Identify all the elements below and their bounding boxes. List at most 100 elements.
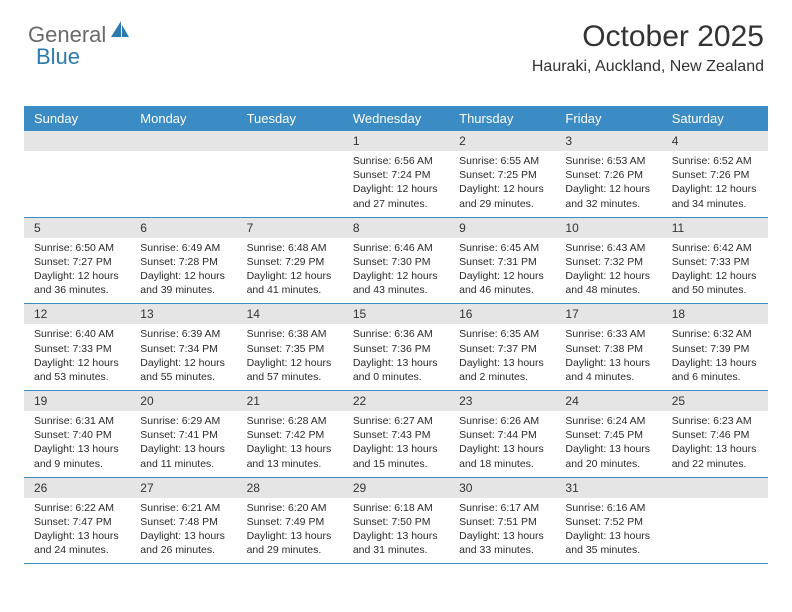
day-number: 21	[237, 391, 343, 411]
day-line: Sunset: 7:37 PM	[459, 342, 545, 356]
day-line: Daylight: 12 hours	[459, 182, 545, 196]
day-line: Daylight: 12 hours	[672, 182, 758, 196]
day-number: 26	[24, 478, 130, 498]
day-line: Daylight: 13 hours	[353, 529, 439, 543]
day-line: and 4 minutes.	[565, 370, 651, 384]
day-body	[237, 151, 343, 160]
day-cell	[237, 131, 343, 217]
day-line: and 18 minutes.	[459, 457, 545, 471]
day-cell: 13Sunrise: 6:39 AMSunset: 7:34 PMDayligh…	[130, 304, 236, 390]
day-cell: 2Sunrise: 6:55 AMSunset: 7:25 PMDaylight…	[449, 131, 555, 217]
day-cell	[130, 131, 236, 217]
day-number: 23	[449, 391, 555, 411]
day-line: Daylight: 13 hours	[565, 529, 651, 543]
day-line: Sunrise: 6:18 AM	[353, 501, 439, 515]
day-body: Sunrise: 6:22 AMSunset: 7:47 PMDaylight:…	[24, 498, 130, 564]
logo-sail-icon	[109, 19, 131, 39]
day-cell: 24Sunrise: 6:24 AMSunset: 7:45 PMDayligh…	[555, 391, 661, 477]
day-line: Sunrise: 6:55 AM	[459, 154, 545, 168]
day-number	[24, 131, 130, 151]
day-line: Sunset: 7:52 PM	[565, 515, 651, 529]
day-line: Daylight: 12 hours	[672, 269, 758, 283]
day-cell: 14Sunrise: 6:38 AMSunset: 7:35 PMDayligh…	[237, 304, 343, 390]
day-body	[662, 498, 768, 507]
day-line: Sunset: 7:42 PM	[247, 428, 333, 442]
day-body: Sunrise: 6:55 AMSunset: 7:25 PMDaylight:…	[449, 151, 555, 217]
day-line: Sunset: 7:50 PM	[353, 515, 439, 529]
day-line: Sunset: 7:29 PM	[247, 255, 333, 269]
day-cell: 23Sunrise: 6:26 AMSunset: 7:44 PMDayligh…	[449, 391, 555, 477]
day-line: Sunset: 7:46 PM	[672, 428, 758, 442]
day-line: Sunrise: 6:39 AM	[140, 327, 226, 341]
day-number: 20	[130, 391, 236, 411]
day-line: Sunset: 7:26 PM	[565, 168, 651, 182]
day-body: Sunrise: 6:39 AMSunset: 7:34 PMDaylight:…	[130, 324, 236, 390]
day-line: Sunset: 7:33 PM	[34, 342, 120, 356]
day-number	[662, 478, 768, 498]
day-line: and 39 minutes.	[140, 283, 226, 297]
day-cell: 12Sunrise: 6:40 AMSunset: 7:33 PMDayligh…	[24, 304, 130, 390]
day-cell: 21Sunrise: 6:28 AMSunset: 7:42 PMDayligh…	[237, 391, 343, 477]
day-line: and 20 minutes.	[565, 457, 651, 471]
day-line: Daylight: 13 hours	[459, 442, 545, 456]
day-number: 9	[449, 218, 555, 238]
day-number: 1	[343, 131, 449, 151]
day-line: Daylight: 13 hours	[672, 442, 758, 456]
day-line: Sunset: 7:38 PM	[565, 342, 651, 356]
day-line: Daylight: 13 hours	[34, 529, 120, 543]
day-number: 18	[662, 304, 768, 324]
day-line: Daylight: 12 hours	[34, 356, 120, 370]
day-line: Sunrise: 6:46 AM	[353, 241, 439, 255]
day-line: Sunrise: 6:29 AM	[140, 414, 226, 428]
day-body: Sunrise: 6:45 AMSunset: 7:31 PMDaylight:…	[449, 238, 555, 304]
day-body: Sunrise: 6:27 AMSunset: 7:43 PMDaylight:…	[343, 411, 449, 477]
day-body	[130, 151, 236, 160]
day-body: Sunrise: 6:24 AMSunset: 7:45 PMDaylight:…	[555, 411, 661, 477]
day-number: 17	[555, 304, 661, 324]
day-line: Sunset: 7:30 PM	[353, 255, 439, 269]
day-cell: 31Sunrise: 6:16 AMSunset: 7:52 PMDayligh…	[555, 478, 661, 564]
day-line: Sunrise: 6:35 AM	[459, 327, 545, 341]
day-header-sunday: Sunday	[24, 106, 130, 131]
day-number: 30	[449, 478, 555, 498]
day-line: Sunset: 7:24 PM	[353, 168, 439, 182]
day-cell: 16Sunrise: 6:35 AMSunset: 7:37 PMDayligh…	[449, 304, 555, 390]
day-line: Sunset: 7:26 PM	[672, 168, 758, 182]
day-body: Sunrise: 6:26 AMSunset: 7:44 PMDaylight:…	[449, 411, 555, 477]
day-line: Sunrise: 6:43 AM	[565, 241, 651, 255]
day-body	[24, 151, 130, 160]
day-line: Sunrise: 6:16 AM	[565, 501, 651, 515]
day-number: 28	[237, 478, 343, 498]
day-line: and 41 minutes.	[247, 283, 333, 297]
day-cell: 17Sunrise: 6:33 AMSunset: 7:38 PMDayligh…	[555, 304, 661, 390]
day-body: Sunrise: 6:17 AMSunset: 7:51 PMDaylight:…	[449, 498, 555, 564]
day-line: Sunset: 7:25 PM	[459, 168, 545, 182]
day-cell: 15Sunrise: 6:36 AMSunset: 7:36 PMDayligh…	[343, 304, 449, 390]
day-number: 14	[237, 304, 343, 324]
day-line: Daylight: 13 hours	[353, 356, 439, 370]
day-cell: 1Sunrise: 6:56 AMSunset: 7:24 PMDaylight…	[343, 131, 449, 217]
day-line: Sunrise: 6:53 AM	[565, 154, 651, 168]
day-body: Sunrise: 6:50 AMSunset: 7:27 PMDaylight:…	[24, 238, 130, 304]
day-body: Sunrise: 6:36 AMSunset: 7:36 PMDaylight:…	[343, 324, 449, 390]
day-line: and 24 minutes.	[34, 543, 120, 557]
day-number: 16	[449, 304, 555, 324]
day-cell: 4Sunrise: 6:52 AMSunset: 7:26 PMDaylight…	[662, 131, 768, 217]
day-body: Sunrise: 6:29 AMSunset: 7:41 PMDaylight:…	[130, 411, 236, 477]
day-cell: 27Sunrise: 6:21 AMSunset: 7:48 PMDayligh…	[130, 478, 236, 564]
day-line: Sunrise: 6:32 AM	[672, 327, 758, 341]
day-body: Sunrise: 6:16 AMSunset: 7:52 PMDaylight:…	[555, 498, 661, 564]
day-number: 3	[555, 131, 661, 151]
day-cell: 6Sunrise: 6:49 AMSunset: 7:28 PMDaylight…	[130, 218, 236, 304]
day-line: Sunset: 7:41 PM	[140, 428, 226, 442]
day-line: and 0 minutes.	[353, 370, 439, 384]
day-line: Daylight: 12 hours	[140, 356, 226, 370]
day-header-saturday: Saturday	[662, 106, 768, 131]
day-body: Sunrise: 6:20 AMSunset: 7:49 PMDaylight:…	[237, 498, 343, 564]
day-line: Sunset: 7:47 PM	[34, 515, 120, 529]
week-row: 5Sunrise: 6:50 AMSunset: 7:27 PMDaylight…	[24, 218, 768, 305]
day-body: Sunrise: 6:38 AMSunset: 7:35 PMDaylight:…	[237, 324, 343, 390]
day-number: 10	[555, 218, 661, 238]
day-line: Sunset: 7:35 PM	[247, 342, 333, 356]
day-header-wednesday: Wednesday	[343, 106, 449, 131]
